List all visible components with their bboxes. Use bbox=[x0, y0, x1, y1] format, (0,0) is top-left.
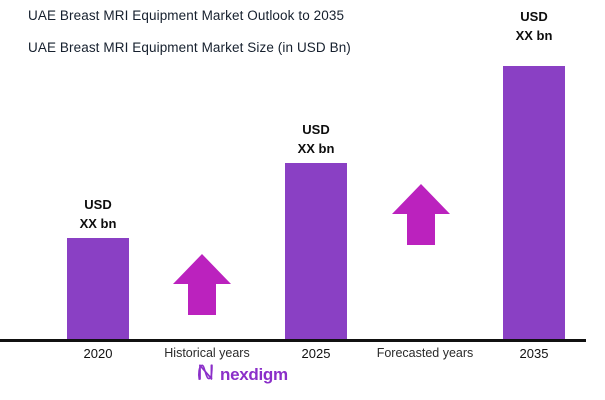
bar-value-label-2035-amount: XX bn bbox=[515, 27, 553, 43]
page-title: UAE Breast MRI Equipment Market Outlook … bbox=[28, 8, 345, 23]
up-arrow-icon-historical bbox=[172, 254, 232, 316]
nexdigm-logo: nexdigm bbox=[196, 362, 288, 387]
bar-2025[interactable] bbox=[285, 163, 347, 341]
axis-tick-label-2025: 2025 bbox=[301, 346, 331, 361]
axis-tick-label-2035: 2035 bbox=[519, 346, 549, 361]
bar-value-label-2025-currency: USD bbox=[302, 122, 330, 137]
bar-value-label-2035-currency: USD bbox=[520, 9, 548, 24]
up-arrow-icon-forecast bbox=[391, 184, 451, 246]
chart-subtitle: UAE Breast MRI Equipment Market Size (in… bbox=[28, 39, 351, 55]
bar-value-label-2025-amount: XX bn bbox=[297, 140, 335, 156]
axis-period-label-forecasted: Forecasted years bbox=[376, 346, 474, 360]
bar-2020[interactable] bbox=[67, 238, 129, 341]
nexdigm-wave-n-icon bbox=[196, 362, 216, 387]
bar-value-label-2025: USD XX bn bbox=[285, 121, 347, 159]
axis-tick-label-2020: 2020 bbox=[83, 346, 113, 361]
axis-period-label-historical: Historical years bbox=[164, 346, 250, 360]
chart-title-block: UAE Breast MRI Equipment Market Outlook … bbox=[28, 8, 488, 55]
bar-value-label-2020-currency: USD bbox=[84, 197, 112, 212]
x-axis-line bbox=[0, 339, 586, 342]
bar-value-label-2020-amount: XX bn bbox=[79, 215, 117, 231]
nexdigm-logo-text: nexdigm bbox=[220, 365, 288, 384]
bar-value-label-2020: USD XX bn bbox=[67, 196, 129, 234]
bar-2035[interactable] bbox=[503, 66, 565, 341]
bar-value-label-2035: USD XX bn bbox=[503, 8, 565, 46]
